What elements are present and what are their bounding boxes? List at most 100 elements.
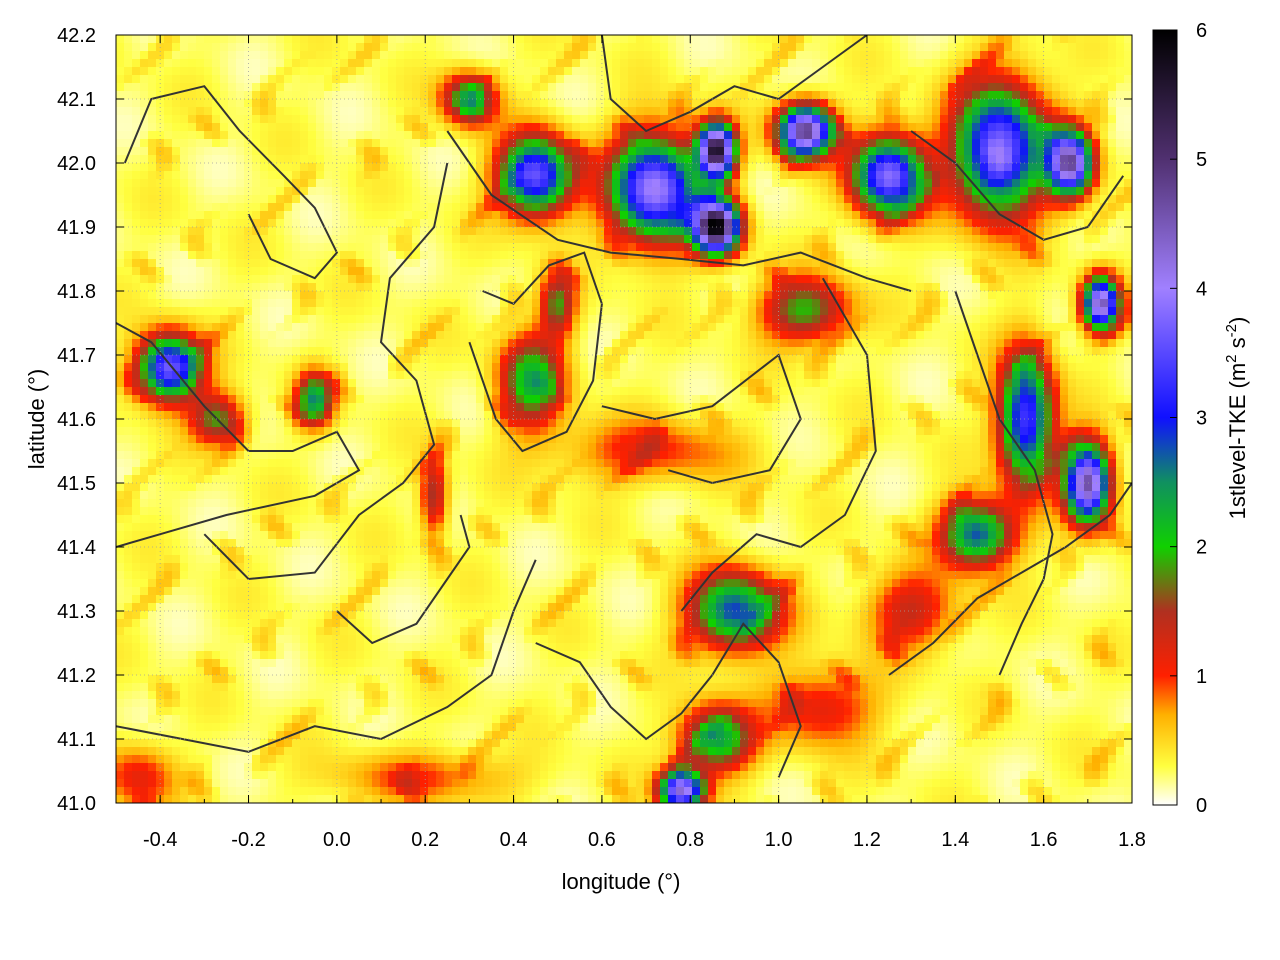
heatmap-cell xyxy=(340,211,348,219)
heatmap-cell xyxy=(812,155,820,163)
heatmap-cell xyxy=(428,283,436,291)
heatmap-cell xyxy=(548,51,556,59)
heatmap-cell xyxy=(740,83,748,91)
heatmap-cell xyxy=(372,195,380,203)
heatmap-cell xyxy=(788,267,796,275)
heatmap-cell xyxy=(308,235,316,243)
heatmap-cell xyxy=(124,51,132,59)
heatmap-cell xyxy=(580,259,588,267)
heatmap-cell xyxy=(812,307,820,315)
heatmap-cell xyxy=(524,75,532,83)
heatmap-cell xyxy=(996,251,1004,259)
heatmap-cell xyxy=(308,155,316,163)
heatmap-cell xyxy=(796,139,804,147)
heatmap-cell xyxy=(132,339,140,347)
heatmap-cell xyxy=(212,115,220,123)
heatmap-cell xyxy=(1044,187,1052,195)
heatmap-cell xyxy=(516,235,524,243)
heatmap-cell xyxy=(284,227,292,235)
heatmap-cell xyxy=(316,139,324,147)
heatmap-cell xyxy=(116,147,124,155)
heatmap-cell xyxy=(292,339,300,347)
heatmap-cell xyxy=(1100,187,1108,195)
heatmap-cell xyxy=(1124,195,1132,203)
heatmap-cell xyxy=(1068,275,1076,283)
heatmap-cell xyxy=(1004,59,1012,67)
heatmap-cell xyxy=(1076,299,1084,307)
heatmap-cell xyxy=(972,299,980,307)
heatmap-cell xyxy=(644,323,652,331)
heatmap-cell xyxy=(828,107,836,115)
heatmap-cell xyxy=(580,331,588,339)
heatmap-cell xyxy=(932,331,940,339)
heatmap-cell xyxy=(308,147,316,155)
heatmap-cell xyxy=(116,259,124,267)
heatmap-cell xyxy=(468,195,476,203)
heatmap-cell xyxy=(836,291,844,299)
heatmap-cell xyxy=(684,115,692,123)
heatmap-cell xyxy=(812,35,820,43)
heatmap-cell xyxy=(836,35,844,43)
heatmap-cell xyxy=(820,171,828,179)
heatmap-cell xyxy=(588,299,596,307)
heatmap-cell xyxy=(332,211,340,219)
heatmap-cell xyxy=(724,67,732,75)
heatmap-cell xyxy=(940,227,948,235)
heatmap-cell xyxy=(660,187,668,195)
heatmap-cell xyxy=(724,171,732,179)
heatmap-cell xyxy=(676,307,684,315)
heatmap-cell xyxy=(1052,203,1060,211)
heatmap-cell xyxy=(620,147,628,155)
heatmap-cell xyxy=(468,139,476,147)
heatmap-cell xyxy=(524,219,532,227)
heatmap-cell xyxy=(996,67,1004,75)
heatmap-cell xyxy=(436,323,444,331)
heatmap-cell xyxy=(924,115,932,123)
heatmap-cell xyxy=(788,131,796,139)
heatmap-cell xyxy=(1004,283,1012,291)
heatmap-cell xyxy=(476,243,484,251)
heatmap-cell xyxy=(140,171,148,179)
heatmap-cell xyxy=(836,59,844,67)
heatmap-cell xyxy=(396,203,404,211)
heatmap-cell xyxy=(804,227,812,235)
heatmap-cell xyxy=(260,331,268,339)
heatmap-cell xyxy=(980,211,988,219)
heatmap-cell xyxy=(548,291,556,299)
heatmap-cell xyxy=(1036,307,1044,315)
heatmap-cell xyxy=(556,83,564,91)
heatmap-cell xyxy=(476,75,484,83)
heatmap-cell xyxy=(516,339,524,347)
heatmap-cell xyxy=(612,315,620,323)
heatmap-cell xyxy=(708,107,716,115)
heatmap-cell xyxy=(244,347,252,355)
heatmap-cell xyxy=(860,43,868,51)
heatmap-cell xyxy=(1116,331,1124,339)
heatmap-cell xyxy=(1004,259,1012,267)
heatmap-cell xyxy=(1052,43,1060,51)
heatmap-cell xyxy=(500,123,508,131)
heatmap-cell xyxy=(860,219,868,227)
heatmap-cell xyxy=(732,179,740,187)
heatmap-cell xyxy=(252,123,260,131)
heatmap-cell xyxy=(484,123,492,131)
heatmap-cell xyxy=(588,163,596,171)
heatmap-cell xyxy=(724,51,732,59)
heatmap-cell xyxy=(396,147,404,155)
heatmap-cell xyxy=(236,235,244,243)
heatmap-cell xyxy=(220,115,228,123)
heatmap-cell xyxy=(900,75,908,83)
heatmap-cell xyxy=(964,243,972,251)
heatmap-cell xyxy=(516,179,524,187)
heatmap-cell xyxy=(948,59,956,67)
heatmap-cell xyxy=(764,315,772,323)
heatmap-cell xyxy=(308,315,316,323)
heatmap-cell xyxy=(700,267,708,275)
heatmap-cell xyxy=(908,123,916,131)
heatmap-cell xyxy=(588,339,596,347)
heatmap-cell xyxy=(260,115,268,123)
heatmap-cell xyxy=(492,323,500,331)
heatmap-cell xyxy=(780,243,788,251)
heatmap-cell xyxy=(1012,227,1020,235)
heatmap-cell xyxy=(900,35,908,43)
